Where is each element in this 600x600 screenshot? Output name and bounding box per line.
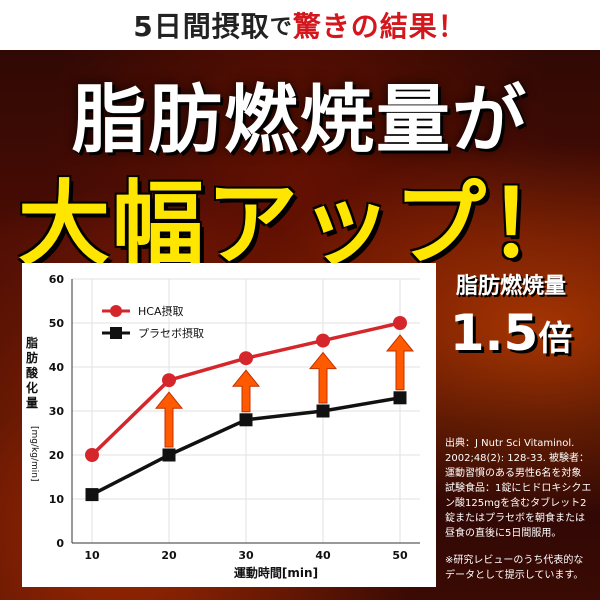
chart-series (85, 316, 407, 502)
headline-fat-burn: 脂肪燃焼量が (72, 77, 528, 163)
series-1-point-40 (316, 404, 330, 418)
x-tick-20: 20 (161, 549, 177, 562)
up-arrow-50 (385, 334, 415, 391)
x-tick-40: 40 (315, 549, 331, 562)
x-tick-50: 50 (392, 549, 408, 562)
series-1-point-50 (393, 391, 407, 405)
banner-text-result: 驚きの結果！ (292, 10, 467, 43)
up-arrow-40 (308, 351, 338, 404)
x-tick-10: 10 (84, 549, 100, 562)
y-axis-label-char: 酸 (26, 365, 39, 380)
y-tick-30: 30 (49, 405, 65, 418)
legend-marker-0 (110, 305, 122, 317)
badge-unit: 倍 (538, 319, 573, 359)
series-0-point-40 (316, 333, 330, 348)
series-1-point-10 (85, 488, 99, 502)
banner-text-de: で (269, 15, 293, 40)
y-axis-unit: [mg/kg/min] (29, 426, 39, 481)
source-citation: 出典：J Nutr Sci Vitaminol. 2002;48(2): 128… (445, 438, 592, 539)
y-axis-label-char: 脂 (25, 335, 38, 350)
top-banner: 5日間摂取 で 驚きの結果！ (0, 0, 600, 50)
x-axis-label: 運動時間[min] (234, 565, 318, 580)
badge-value-wrap: 1.5倍 (436, 304, 586, 362)
y-tick-20: 20 (49, 449, 65, 462)
y-tick-60: 60 (49, 273, 65, 286)
y-tick-50: 50 (49, 317, 65, 330)
badge-label: 脂肪燃焼量 (455, 274, 566, 299)
y-tick-40: 40 (49, 361, 65, 374)
legend-marker-1 (110, 327, 122, 339)
y-axis-label-char: 量 (26, 396, 38, 410)
x-tick-30: 30 (238, 549, 254, 562)
y-tick-10: 10 (49, 493, 65, 506)
series-1-point-30 (239, 413, 253, 427)
up-arrow-20 (154, 391, 184, 448)
badge-value: 1.5 (449, 304, 539, 362)
footnote: ※研究レビューのうち代表的なデータとして提示しています。 (445, 555, 584, 581)
fat-burn-badge: 脂肪燃焼量 1.5倍 (426, 258, 596, 418)
y-axis-label-char: 化 (26, 380, 38, 395)
chart-panel: 0 10 20 30 40 50 60 10 20 30 40 50 HCA摂取プラセボ摂取 運動時… (22, 263, 436, 587)
y-tick-labels: 0 10 20 30 40 50 60 (49, 273, 65, 550)
headline-big-up: 大幅アップ！ (17, 171, 582, 278)
series-0-point-50 (393, 316, 407, 330)
x-tick-labels: 10 20 30 40 50 (84, 549, 408, 562)
series-1-point-20 (162, 448, 176, 462)
up-arrow-30 (231, 369, 261, 413)
increase-arrows (154, 334, 415, 448)
legend-label-1: プラセボ摂取 (138, 326, 204, 340)
legend-label-0: HCA摂取 (138, 304, 183, 318)
series-0-point-20 (162, 373, 176, 388)
banner-text-days: 5日間摂取 (133, 10, 270, 43)
y-axis-label-char: 肪 (26, 350, 38, 365)
y-tick-0: 0 (56, 537, 64, 550)
series-0-point-30 (239, 351, 253, 366)
series-0-point-10 (85, 448, 99, 462)
chart-axes (71, 279, 420, 544)
